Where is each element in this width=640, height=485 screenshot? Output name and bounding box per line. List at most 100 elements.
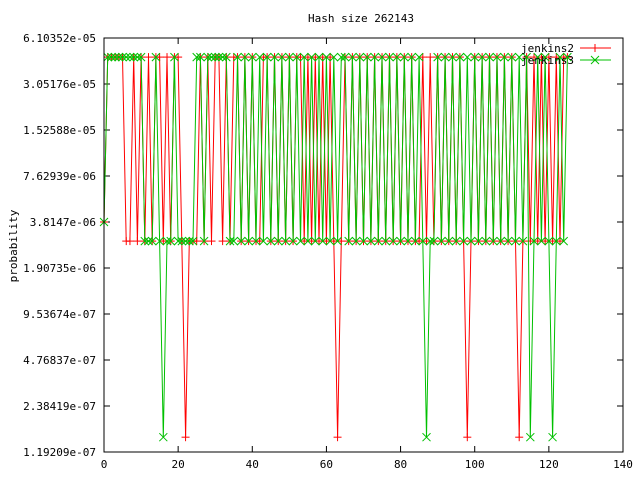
data-point-jenkins3: [370, 52, 379, 62]
data-point-jenkins3: [251, 236, 261, 246]
data-point-jenkins3: [485, 52, 494, 62]
data-point-jenkins3: [559, 236, 569, 246]
data-point-jenkins3: [273, 236, 283, 246]
data-point-jenkins3: [563, 52, 572, 62]
data-point-jenkins3: [240, 52, 250, 62]
data-point-jenkins2: [548, 237, 557, 246]
x-tick-label: 20: [172, 458, 185, 471]
series-layer: [99, 52, 572, 442]
data-point-jenkins3: [544, 236, 554, 246]
x-tick-label: 80: [394, 458, 407, 471]
data-point-jenkins2: [125, 237, 134, 246]
data-point-jenkins3: [299, 52, 309, 62]
data-point-jenkins2: [181, 433, 190, 442]
x-axis: 0 20 40 60 80 100 120 140: [101, 38, 633, 471]
data-point-jenkins3: [233, 52, 242, 62]
data-point-jenkins3: [362, 52, 372, 62]
data-point-jenkins3: [118, 52, 127, 62]
legend-label-jenkins2: jenkins2: [521, 42, 574, 55]
plot-area-border: [103, 37, 624, 453]
data-point-jenkins2: [463, 433, 472, 442]
data-point-jenkins3: [181, 236, 190, 246]
data-point-jenkins3: [247, 52, 257, 62]
x-tick-label: 40: [246, 458, 259, 471]
data-point-jenkins2: [163, 53, 172, 62]
data-point-jenkins3: [266, 236, 276, 246]
data-point-jenkins3: [307, 52, 316, 62]
data-point-jenkins2: [322, 237, 331, 246]
data-point-jenkins3: [199, 236, 209, 246]
data-point-jenkins3: [158, 432, 168, 442]
data-point-jenkins3: [470, 52, 480, 62]
data-point-jenkins3: [348, 52, 357, 62]
data-point-jenkins3: [322, 52, 331, 62]
data-point-jenkins3: [492, 52, 502, 62]
data-point-jenkins3: [184, 236, 194, 246]
data-point-jenkins3: [196, 52, 205, 62]
data-point-jenkins3: [436, 236, 446, 246]
data-point-jenkins3: [537, 236, 546, 246]
data-point-jenkins3: [236, 236, 246, 246]
data-point-jenkins2: [555, 237, 564, 246]
data-point-jenkins3: [288, 236, 298, 246]
data-point-jenkins3: [496, 236, 506, 246]
data-point-jenkins3: [407, 52, 417, 62]
data-point-jenkins2: [255, 237, 264, 246]
data-point-jenkins3: [188, 236, 198, 246]
chart-title: Hash size 262143: [308, 12, 414, 25]
data-point-jenkins3: [481, 236, 491, 246]
y-axis: 1.19209e-07 2.38419e-07 4.76837e-07 9.53674…: [23, 32, 623, 459]
data-point-jenkins3: [403, 236, 413, 246]
data-point-jenkins2: [155, 53, 164, 62]
data-point-jenkins3: [303, 236, 313, 246]
data-point-jenkins2: [337, 237, 346, 246]
x-tick-label: 140: [613, 458, 633, 471]
data-point-jenkins2: [174, 53, 183, 62]
data-point-jenkins3: [500, 52, 509, 62]
data-point-jenkins2: [541, 237, 550, 246]
data-point-jenkins3: [177, 236, 187, 246]
data-point-jenkins3: [385, 52, 394, 62]
data-point-jenkins3: [340, 52, 350, 62]
data-point-jenkins3: [381, 236, 391, 246]
data-point-jenkins3: [488, 236, 498, 246]
data-point-jenkins3: [229, 236, 239, 246]
data-point-jenkins3: [388, 236, 398, 246]
data-point-jenkins3: [425, 236, 435, 246]
data-point-jenkins3: [548, 432, 557, 442]
data-point-jenkins3: [373, 236, 383, 246]
data-point-jenkins2: [318, 53, 327, 62]
data-point-jenkins3: [518, 236, 528, 246]
data-point-jenkins3: [522, 52, 531, 62]
data-point-jenkins2: [218, 237, 227, 246]
data-point-jenkins3: [110, 52, 120, 62]
data-point-jenkins3: [151, 52, 161, 62]
data-point-jenkins3: [474, 236, 483, 246]
data-point-jenkins3: [133, 52, 142, 62]
y-tick-label: 7.62939e-06: [23, 170, 96, 183]
data-point-jenkins3: [277, 52, 287, 62]
data-point-jenkins3: [314, 52, 324, 62]
data-point-jenkins3: [459, 236, 468, 246]
data-point-jenkins3: [310, 236, 320, 246]
data-point-jenkins3: [114, 52, 124, 62]
data-point-jenkins2: [515, 433, 524, 442]
data-point-jenkins2: [422, 237, 431, 246]
data-point-jenkins3: [170, 52, 179, 62]
data-point-jenkins3: [285, 52, 294, 62]
data-point-jenkins2: [418, 53, 427, 62]
data-point-jenkins2: [326, 53, 335, 62]
y-tick-label: 3.8147e-06: [30, 216, 96, 229]
data-point-jenkins3: [377, 52, 387, 62]
data-point-jenkins2: [526, 237, 535, 246]
y-tick-label: 1.52588e-05: [23, 124, 96, 137]
data-point-jenkins3: [455, 52, 465, 62]
data-point-jenkins2: [311, 53, 320, 62]
data-point-jenkins3: [292, 52, 302, 62]
data-point-jenkins3: [529, 236, 539, 246]
data-point-jenkins3: [462, 52, 472, 62]
y-tick-label: 9.53674e-07: [23, 308, 96, 321]
data-point-jenkins2: [144, 53, 153, 62]
